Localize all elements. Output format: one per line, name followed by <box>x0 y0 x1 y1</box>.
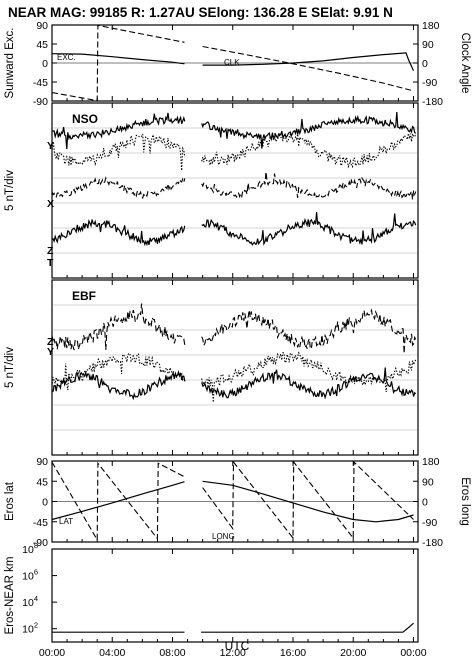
series-line-z <box>51 218 186 247</box>
series-line-long <box>51 461 185 542</box>
y2-axis-label: Clock Angle <box>459 33 471 94</box>
series-line-lat <box>51 481 185 521</box>
x-axis-label: UTC <box>225 639 250 653</box>
annotation: CLK <box>224 58 240 67</box>
annotation: LONG <box>212 532 235 541</box>
y-tick-label: 106 <box>22 568 38 583</box>
series-line-y <box>201 351 417 403</box>
y2-tick-label: -180 <box>422 96 443 108</box>
y-tick-label: 104 <box>22 594 38 609</box>
x-tick-label: 08:00 <box>159 647 185 656</box>
y2-tick-label: -90 <box>422 77 437 89</box>
y-axis-label: 5 nT/div <box>4 170 16 211</box>
x-tick-label: 04:00 <box>99 647 125 656</box>
y-tick-label: 108 <box>22 541 38 556</box>
series-line-clk <box>202 45 414 92</box>
y-axis-label: Sunward Exc. <box>4 28 16 99</box>
series-line-long <box>202 460 414 540</box>
y2-tick-label: 180 <box>422 456 440 468</box>
series-line-exc. <box>202 52 415 71</box>
x-tick-label: 20:00 <box>340 647 366 656</box>
series-line-y <box>51 352 186 391</box>
series-line-t <box>201 112 417 149</box>
y2-tick-label: 0 <box>422 58 428 70</box>
panel-label: NSO <box>72 112 98 126</box>
y-tick-label: 0 <box>42 58 48 70</box>
series-line-x <box>201 171 417 200</box>
panel-frame <box>51 102 419 279</box>
annotation: LAT <box>59 517 73 526</box>
series-label: T <box>47 257 54 269</box>
y-tick-label: 45 <box>36 476 48 488</box>
y-tick-label: 90 <box>36 20 48 32</box>
x-tick-label: 00:00 <box>39 647 65 656</box>
series-line-distance <box>201 622 414 633</box>
series-label: X <box>47 198 54 210</box>
y2-tick-label: 0 <box>422 497 428 509</box>
y-tick-label: -90 <box>33 537 48 549</box>
series-line-x <box>51 176 186 200</box>
y-tick-label: 0 <box>42 497 48 509</box>
series-line-z <box>201 212 417 247</box>
y2-tick-label: -180 <box>422 537 443 549</box>
y-axis-label: Eros lat <box>4 481 16 521</box>
panels: EXC. CLK 90 45 0 -45 -90 180 90 0 -90 -180 Sunward E… <box>4 20 471 656</box>
panel-frame <box>51 548 419 643</box>
series-line-t <box>51 369 186 401</box>
series-label: Z <box>47 245 54 257</box>
series-line-y <box>51 133 186 171</box>
y2-axis-label: Eros long <box>459 477 471 526</box>
y-axis-label: Eros-NEAR km <box>4 557 16 635</box>
series-line-z <box>201 308 417 354</box>
y-tick-label: 102 <box>22 621 38 636</box>
y-tick-label: -90 <box>33 96 48 108</box>
panel-frame <box>51 279 419 456</box>
series-line-z <box>51 303 186 351</box>
y-tick-label: -45 <box>33 517 48 529</box>
series-line-t <box>201 367 417 400</box>
panel-label: EBF <box>72 289 96 303</box>
plot-title: NEAR MAG: 99185 R: 1.27AU SElong: 136.28… <box>8 5 393 20</box>
series-label: Y <box>47 346 54 358</box>
panel-eros-position <box>51 460 414 542</box>
y2-tick-label: 90 <box>422 476 434 488</box>
y-tick-label: 45 <box>36 39 48 51</box>
x-tick-label: 00:00 <box>400 647 426 656</box>
y2-tick-label: -90 <box>422 517 437 529</box>
x-tick-label: 16:00 <box>280 647 306 656</box>
y2-tick-label: 90 <box>422 39 434 51</box>
y-axis-label: 5 nT/div <box>4 347 16 388</box>
series-line-exc. <box>51 53 185 65</box>
series-line-lat <box>202 480 414 523</box>
y-tick-label: -45 <box>33 77 48 89</box>
y2-tick-label: 180 <box>422 20 440 32</box>
series-label: Y <box>47 140 54 152</box>
series-line-t <box>51 112 186 150</box>
series-label: Z <box>47 336 54 348</box>
annotation: EXC. <box>57 53 76 62</box>
y-tick-label: 90 <box>36 456 48 468</box>
series-line-y <box>201 132 417 169</box>
x-tick-label: 12:00 <box>220 647 246 656</box>
